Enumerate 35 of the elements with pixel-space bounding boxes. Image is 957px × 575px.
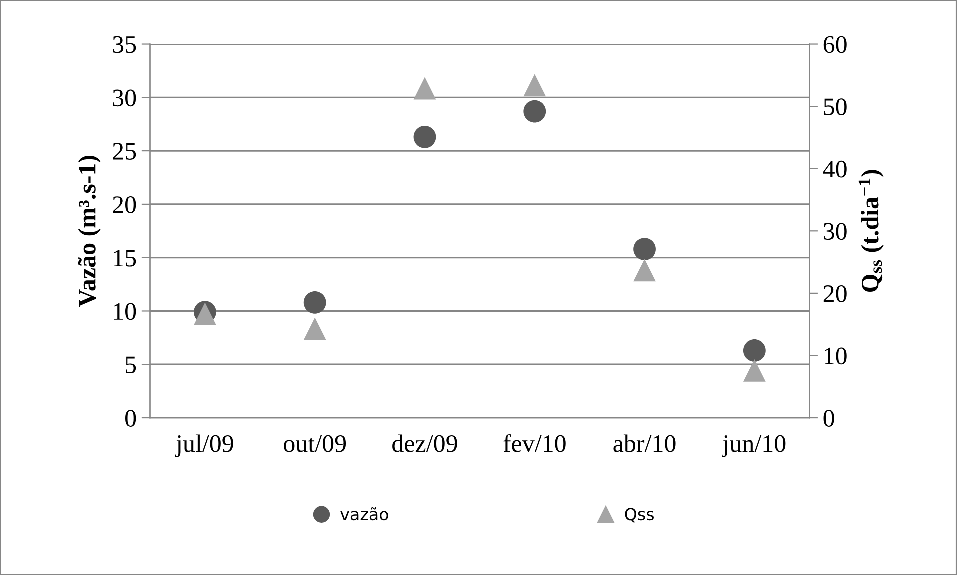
point [524, 74, 546, 97]
y-tick-label: 20 [113, 196, 136, 214]
point [524, 100, 546, 123]
point [743, 359, 766, 382]
point [414, 126, 436, 148]
y2-tick-label: 30 [824, 223, 847, 240]
x-tick-label: jun/10 [722, 435, 786, 458]
y-tick-label: 0 [126, 410, 136, 427]
y-tick-label: 5 [126, 356, 136, 374]
point [743, 340, 766, 362]
y2-tick-label: 20 [824, 285, 847, 302]
y2-tick-label: 40 [823, 160, 847, 178]
y2-axis-title: Q$_{ss}$ (t.dia$^{−1}$) [858, 170, 884, 292]
y-tick-label: 15 [114, 250, 136, 267]
y2-tick-label: 50 [824, 98, 847, 116]
point [414, 77, 436, 100]
y-tick-label: 30 [113, 90, 136, 107]
x-tick-label: abr/10 [614, 434, 676, 452]
y2-tick-label: 10 [825, 348, 847, 365]
y-axis-title: Vazão (m³.s-1) [78, 156, 101, 308]
x-tick-label: out/09 [284, 435, 346, 452]
x-tick-label: dez/09 [392, 434, 458, 452]
point [304, 292, 326, 314]
y2-tick-label: 60 [824, 36, 847, 54]
x-tick-label: fev/10 [504, 434, 566, 452]
point [634, 238, 656, 260]
x-tick-label: jul/09 [175, 434, 234, 458]
y-tick-label: 10 [114, 303, 136, 320]
y-tick-label: 35 [113, 36, 136, 54]
y-tick-label: 25 [113, 143, 136, 160]
point [634, 259, 656, 282]
legend-label: Qss [625, 508, 654, 523]
y2-tick-label: 0 [824, 410, 834, 427]
point [304, 318, 326, 340]
legend-label: vazão [340, 507, 388, 521]
